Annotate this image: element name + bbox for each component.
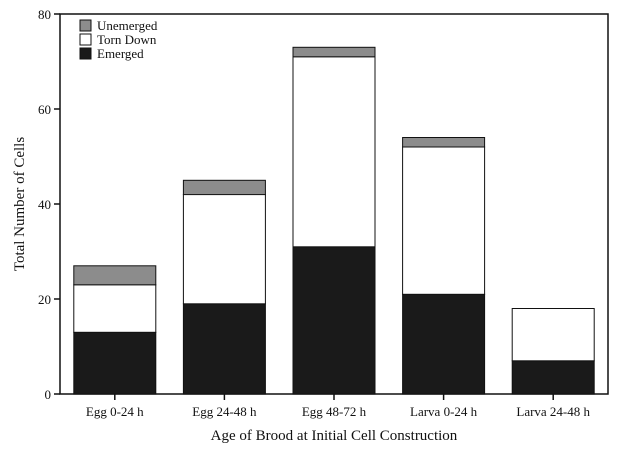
bar-emerged-3 [292, 246, 376, 395]
y-axis-label: Total Number of Cells [12, 137, 28, 272]
bar-unemerged-2 [182, 179, 266, 196]
bar-emerged-1 [73, 331, 157, 395]
bar-emerged-4 [402, 293, 486, 395]
bar-emerged-2 [182, 303, 266, 395]
x-tick-label: Larva 0-24 h [410, 404, 478, 419]
bar-unemerged-4 [402, 137, 486, 148]
legend-swatch-unemerged [79, 19, 92, 32]
bar-torn-down-3 [292, 56, 376, 248]
x-tick-label: Egg 48-72 h [302, 404, 367, 419]
x-tick-label: Egg 24-48 h [192, 404, 257, 419]
x-axis-label: Age of Brood at Initial Cell Constructio… [211, 428, 458, 444]
bar-torn-down-5 [511, 308, 595, 362]
legend-swatch-torn-down [79, 33, 92, 46]
x-axis: Egg 0-24 h Egg 24-48 h Egg 48-72 h Larva 0-… [86, 394, 591, 419]
bar-torn-down-4 [402, 146, 486, 295]
y-tick-label: 60 [38, 102, 51, 117]
y-tick-label: 40 [38, 197, 51, 212]
legend-label: Unemerged [97, 18, 158, 33]
bar-unemerged-3 [292, 46, 376, 58]
legend-swatch-emerged [79, 47, 92, 60]
x-tick-label: Larva 24-48 h [516, 404, 590, 419]
bar-torn-down-2 [182, 194, 266, 305]
y-tick-label: 0 [45, 387, 52, 402]
bar-unemerged-1 [73, 265, 157, 286]
bar-emerged-5 [511, 360, 595, 395]
x-tick-label: Egg 0-24 h [86, 404, 144, 419]
y-tick-label: 80 [38, 7, 51, 22]
bars-group [73, 46, 595, 395]
bar-torn-down-1 [73, 284, 157, 333]
legend-label: Emerged [97, 46, 144, 61]
legend-label: Torn Down [97, 32, 157, 47]
y-tick-label: 20 [38, 292, 51, 307]
y-axis: 0 20 40 60 80 [38, 7, 60, 402]
